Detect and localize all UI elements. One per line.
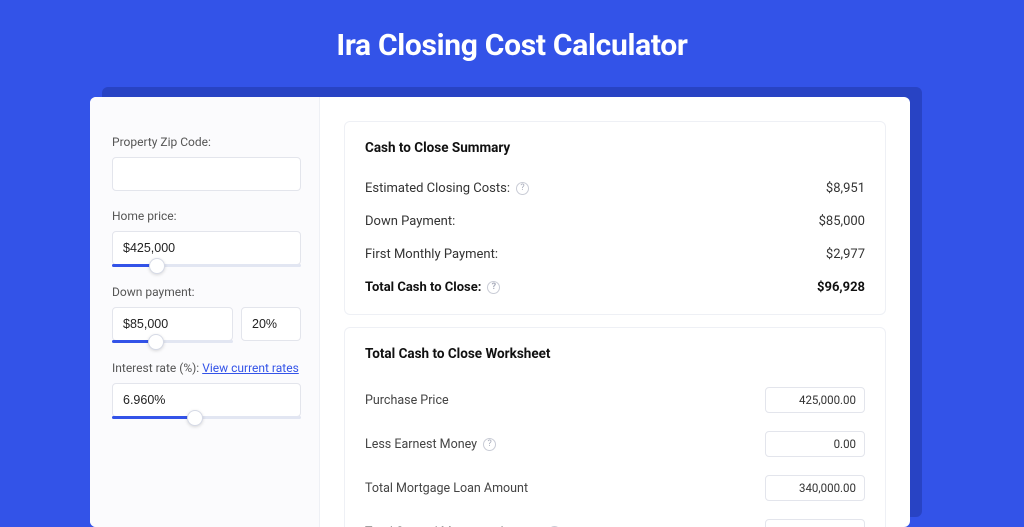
summary-value: $85,000 (819, 214, 865, 229)
summary-label: First Monthly Payment: (365, 247, 498, 262)
home-price-label: Home price: (112, 209, 301, 223)
interest-rate-input[interactable] (112, 383, 301, 417)
view-rates-link[interactable]: View current rates (202, 361, 299, 375)
worksheet-label: Total Mortgage Loan Amount (365, 481, 528, 496)
field-interest-rate: Interest rate (%): View current rates (112, 361, 301, 419)
field-down-payment: Down payment: (112, 285, 301, 343)
slider-thumb[interactable] (148, 334, 164, 350)
worksheet-value[interactable]: 340,000.00 (765, 475, 865, 501)
summary-label: Estimated Closing Costs: (365, 181, 510, 196)
help-icon[interactable]: ? (516, 182, 529, 195)
slider-thumb[interactable] (149, 258, 165, 274)
down-payment-slider[interactable] (112, 340, 233, 343)
home-price-input[interactable] (112, 231, 301, 265)
summary-label: Total Cash to Close: (365, 280, 481, 295)
down-payment-input[interactable] (112, 307, 233, 341)
summary-value: $8,951 (826, 181, 865, 196)
down-payment-pct-input[interactable] (241, 307, 301, 341)
worksheet-value[interactable] (765, 519, 865, 527)
summary-row: Estimated Closing Costs: ? $8,951 (365, 172, 865, 205)
summary-panel: Cash to Close Summary Estimated Closing … (344, 121, 886, 315)
worksheet-value[interactable]: 425,000.00 (765, 387, 865, 413)
page-title: Ira Closing Cost Calculator (0, 0, 1024, 87)
down-payment-label: Down payment: (112, 285, 301, 299)
field-home-price: Home price: (112, 209, 301, 267)
summary-title: Cash to Close Summary (365, 140, 865, 156)
worksheet-label: Less Earnest Money (365, 437, 477, 452)
slider-fill (112, 416, 195, 419)
interest-rate-slider[interactable] (112, 416, 301, 419)
worksheet-row: Total Mortgage Loan Amount 340,000.00 (365, 466, 865, 510)
summary-row: First Monthly Payment: $2,977 (365, 238, 865, 271)
worksheet-panel: Total Cash to Close Worksheet Purchase P… (344, 327, 886, 527)
zip-label: Property Zip Code: (112, 135, 301, 149)
help-icon[interactable]: ? (487, 281, 500, 294)
summary-value: $96,928 (817, 280, 865, 295)
home-price-slider[interactable] (112, 264, 301, 267)
summary-value: $2,977 (826, 247, 865, 262)
worksheet-label: Purchase Price (365, 393, 449, 408)
worksheet-row: Total Second Mortgage Amount ? (365, 510, 865, 527)
zip-input[interactable] (112, 157, 301, 191)
field-zip: Property Zip Code: (112, 135, 301, 191)
results-main: Cash to Close Summary Estimated Closing … (320, 97, 910, 527)
rate-label-text: Interest rate (%): (112, 361, 199, 375)
worksheet-row: Purchase Price 425,000.00 (365, 378, 865, 422)
interest-rate-label: Interest rate (%): View current rates (112, 361, 301, 375)
summary-row: Down Payment: $85,000 (365, 205, 865, 238)
slider-thumb[interactable] (187, 410, 203, 426)
card-shadow: Property Zip Code: Home price: Down paym… (102, 87, 922, 517)
worksheet-row: Less Earnest Money ? 0.00 (365, 422, 865, 466)
summary-label: Down Payment: (365, 214, 455, 229)
help-icon[interactable]: ? (483, 438, 496, 451)
input-sidebar: Property Zip Code: Home price: Down paym… (90, 97, 320, 527)
worksheet-value[interactable]: 0.00 (765, 431, 865, 457)
summary-row-total: Total Cash to Close: ? $96,928 (365, 271, 865, 304)
worksheet-title: Total Cash to Close Worksheet (365, 346, 865, 362)
calculator-card: Property Zip Code: Home price: Down paym… (90, 97, 910, 527)
